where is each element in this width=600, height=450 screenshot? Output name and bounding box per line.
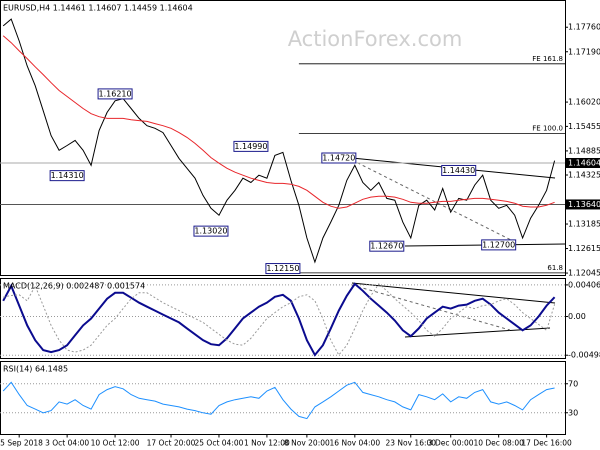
y-tick-label: -0.004981 bbox=[568, 351, 600, 360]
price-label-box bbox=[566, 199, 600, 210]
x-tick-label: 16 Nov 04:00 bbox=[330, 439, 381, 448]
annotation-label: 1.16210 bbox=[99, 89, 132, 98]
x-tick-label: 17 Oct 20:00 bbox=[147, 439, 196, 448]
y-tick-label: 1.16020 bbox=[568, 98, 600, 107]
panel-title: MACD(12,26,9) 0.002487 0.001574 bbox=[3, 282, 145, 291]
panel-title: EURUSD,H4 1.14461 1.14607 1.14459 1.1460… bbox=[3, 4, 193, 13]
y-tick-label: 1.12615 bbox=[568, 244, 600, 253]
series-line bbox=[2, 282, 556, 357]
y-tick-label: 1.17760 bbox=[568, 23, 600, 32]
y-tick-label: 1.15455 bbox=[568, 122, 600, 131]
annotation-label: 1.14430 bbox=[442, 166, 475, 175]
y-tick-label: 1.12045 bbox=[568, 269, 600, 278]
price-panel bbox=[0, 0, 566, 276]
price-label: 1.14604 bbox=[568, 158, 600, 167]
trendline bbox=[351, 159, 516, 243]
annotation-label: 1.13020 bbox=[194, 227, 227, 236]
annotation-label: 1.14720 bbox=[322, 154, 355, 163]
x-tick-label: 3 Oct 04:00 bbox=[45, 439, 89, 448]
annotation-box bbox=[233, 140, 269, 152]
series-line bbox=[3, 283, 556, 356]
annotation-label: 1.12700 bbox=[482, 240, 515, 249]
x-tick-label: 25 Oct 04:00 bbox=[195, 439, 244, 448]
fib-label: 61.8 bbox=[547, 264, 563, 272]
trendline bbox=[351, 282, 556, 304]
y-tick-label: 30 bbox=[568, 408, 578, 417]
fib-label: FE 100.0 bbox=[532, 124, 563, 132]
y-tick-label: 1.14885 bbox=[568, 146, 600, 155]
y-tick-label: 0.004069 bbox=[568, 280, 600, 289]
annotation-label: 1.14310 bbox=[51, 171, 84, 180]
y-tick-label: 1.14325 bbox=[568, 170, 600, 179]
y-tick-label: 1.17190 bbox=[568, 47, 600, 56]
y-tick-label: 0.00 bbox=[568, 312, 586, 321]
y-tick-label: 1.13185 bbox=[568, 220, 600, 229]
annotation-box bbox=[441, 164, 477, 176]
trendline bbox=[404, 327, 551, 338]
annotation-box bbox=[321, 152, 357, 164]
annotation-box bbox=[49, 170, 85, 182]
x-tick-label: 25 Sep 2018 bbox=[0, 439, 43, 448]
x-tick-label: 1 Nov 12:00 bbox=[244, 439, 290, 448]
annotation-box bbox=[193, 225, 229, 237]
x-tick-label: 10 Oct 12:00 bbox=[91, 439, 140, 448]
x-tick-label: 10 Dec 08:00 bbox=[473, 439, 524, 448]
series-line bbox=[2, 381, 555, 420]
price-label: 1.13640 bbox=[568, 200, 600, 209]
x-tick-label: 3 Dec 00:00 bbox=[428, 439, 474, 448]
x-tick-label: 23 Nov 16:00 bbox=[385, 439, 436, 448]
annotation-box bbox=[481, 239, 517, 251]
price-label-box bbox=[566, 157, 600, 168]
y-tick-label: 70 bbox=[568, 379, 578, 388]
panel-title: RSI(14) 64.1485 bbox=[3, 365, 68, 374]
x-tick-label: 17 Dec 16:00 bbox=[521, 439, 572, 448]
fib-label: FE 161.8 bbox=[532, 55, 563, 63]
annotation-label: 1.14990 bbox=[234, 142, 267, 151]
annotation-box bbox=[97, 88, 133, 100]
series-line bbox=[2, 35, 555, 209]
macd-panel bbox=[0, 278, 566, 359]
watermark: ActionForex.com bbox=[288, 27, 463, 51]
annotation-label: 1.12670 bbox=[370, 242, 403, 251]
annotation-label: 1.12150 bbox=[266, 264, 299, 273]
annotation-box bbox=[265, 263, 301, 275]
x-tick-label: 8 Nov 20:00 bbox=[284, 439, 330, 448]
annotation-box bbox=[369, 240, 405, 252]
rsi-panel bbox=[0, 361, 566, 435]
